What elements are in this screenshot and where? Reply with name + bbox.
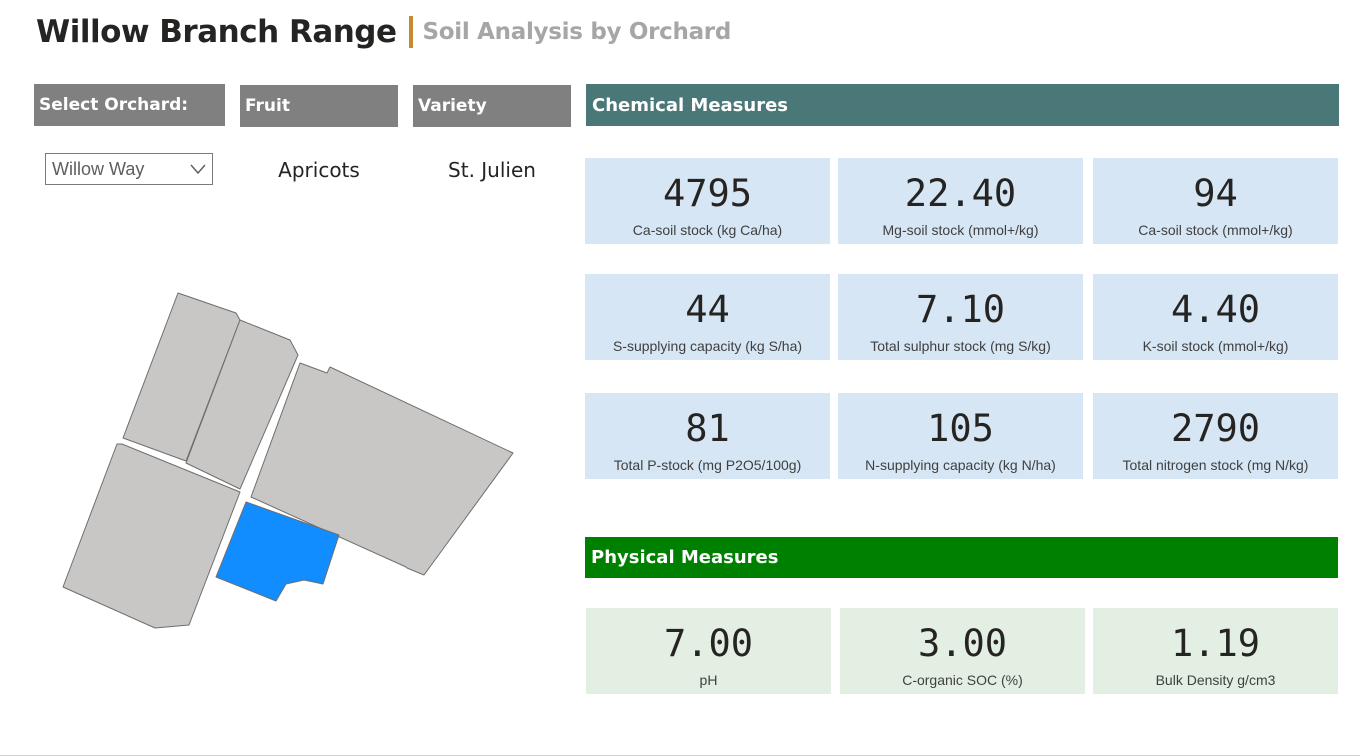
physical-measures-header: Physical Measures — [585, 537, 1338, 578]
page-header: Willow Branch Range Soil Analysis by Orc… — [36, 10, 731, 54]
metric-value: 1.19 — [1170, 622, 1261, 665]
metric-value: 7.10 — [915, 288, 1006, 331]
variety-value: St. Julien — [448, 158, 536, 182]
metric-card: 1.19 Bulk Density g/cm3 — [1093, 608, 1338, 694]
physical-measures-title: Physical Measures — [591, 547, 779, 568]
metric-card: 94 Ca-soil stock (mmol+/kg) — [1093, 158, 1338, 244]
metric-label: Bulk Density g/cm3 — [1155, 672, 1276, 688]
metric-label: K-soil stock (mmol+/kg) — [1142, 338, 1289, 354]
metric-label: N-supplying capacity (kg N/ha) — [865, 457, 1056, 473]
metric-value: 4.40 — [1170, 288, 1261, 331]
orchard-map — [62, 292, 514, 629]
metric-label: Ca-soil stock (kg Ca/ha) — [632, 222, 783, 238]
metric-card: 44 S-supplying capacity (kg S/ha) — [585, 274, 830, 360]
page-title: Willow Branch Range — [36, 14, 397, 50]
orchard-parcel[interactable] — [250, 362, 514, 576]
metric-label: Total nitrogen stock (mg N/kg) — [1122, 457, 1309, 473]
metric-value: 4795 — [662, 172, 753, 215]
metric-label: pH — [699, 672, 718, 688]
metric-value: 44 — [685, 288, 730, 331]
fruit-header: Fruit — [240, 85, 398, 127]
metric-value: 2790 — [1170, 407, 1261, 450]
metric-value: 22.40 — [904, 172, 1017, 215]
metric-card: 4795 Ca-soil stock (kg Ca/ha) — [585, 158, 830, 244]
orchard-parcel-selected[interactable] — [215, 501, 340, 602]
metric-value: 81 — [685, 407, 730, 450]
metric-value: 3.00 — [917, 622, 1008, 665]
metric-label: C-organic SOC (%) — [902, 672, 1023, 688]
metric-card: 22.40 Mg-soil stock (mmol+/kg) — [838, 158, 1083, 244]
variety-header: Variety — [413, 85, 571, 127]
metric-label: Total sulphur stock (mg S/kg) — [870, 338, 1051, 354]
fruit-label: Fruit — [245, 96, 290, 116]
metric-label: S-supplying capacity (kg S/ha) — [612, 338, 803, 354]
orchard-parcel[interactable] — [62, 443, 241, 629]
variety-label: Variety — [418, 96, 487, 116]
metric-value: 7.00 — [663, 622, 754, 665]
metric-card: 7.00 pH — [586, 608, 831, 694]
metric-label: Ca-soil stock (mmol+/kg) — [1138, 222, 1293, 238]
metric-label: Mg-soil stock (mmol+/kg) — [882, 222, 1039, 238]
metric-card: 81 Total P-stock (mg P2O5/100g) — [585, 393, 830, 479]
page-subtitle: Soil Analysis by Orchard — [422, 19, 732, 45]
chemical-measures-title: Chemical Measures — [592, 94, 789, 116]
metric-card: 7.10 Total sulphur stock (mg S/kg) — [838, 274, 1083, 360]
chevron-down-icon — [190, 164, 206, 175]
select-orchard-header: Select Orchard: — [34, 84, 225, 126]
orchard-dropdown-value: Willow Way — [52, 158, 145, 179]
title-separator — [408, 16, 413, 48]
metric-card: 4.40 K-soil stock (mmol+/kg) — [1093, 274, 1338, 360]
metric-value: 105 — [927, 407, 994, 450]
select-orchard-label: Select Orchard: — [39, 95, 189, 115]
metric-value: 94 — [1193, 172, 1238, 215]
metric-card: 3.00 C-organic SOC (%) — [840, 608, 1085, 694]
orchard-dropdown[interactable]: Willow Way — [45, 153, 213, 185]
chemical-measures-header: Chemical Measures — [586, 84, 1339, 126]
metric-card: 105 N-supplying capacity (kg N/ha) — [838, 393, 1083, 479]
metric-label: Total P-stock (mg P2O5/100g) — [613, 457, 802, 473]
metric-card: 2790 Total nitrogen stock (mg N/kg) — [1093, 393, 1338, 479]
orchard-parcel[interactable] — [185, 319, 299, 490]
fruit-value: Apricots — [278, 158, 360, 182]
